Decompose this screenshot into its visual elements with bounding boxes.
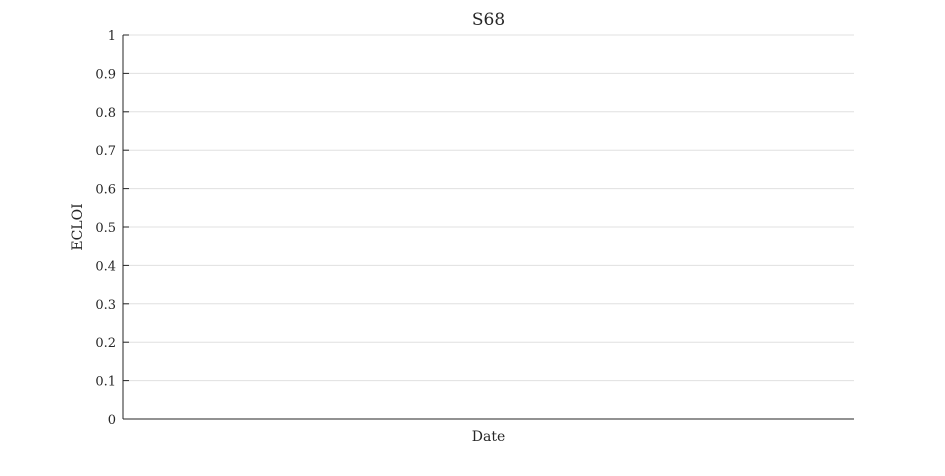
y-tick-label: 0.9	[95, 67, 116, 82]
y-ticks: 0 0.1 0.2 0.3 0.4 0.5 0.6 0.7 0.8 0.9 1	[95, 29, 129, 428]
chart-title: S68	[472, 10, 505, 30]
y-tick-label: 0	[108, 413, 116, 428]
x-axis-label: Date	[472, 429, 505, 445]
y-tick-label: 1	[108, 29, 116, 44]
y-tick-label: 0.2	[95, 336, 116, 351]
y-tick-label: 0.4	[95, 259, 116, 274]
y-tick-label: 0.8	[95, 106, 116, 121]
y-tick-label: 0.1	[95, 375, 116, 390]
y-axis-label: ECLOI	[70, 203, 86, 250]
y-tick-label: 0.6	[95, 183, 116, 198]
grid-lines	[123, 34, 854, 382]
y-tick-label: 0.7	[95, 144, 116, 159]
y-tick-label: 0.5	[95, 221, 116, 236]
y-tick-label: 0.3	[95, 298, 116, 313]
